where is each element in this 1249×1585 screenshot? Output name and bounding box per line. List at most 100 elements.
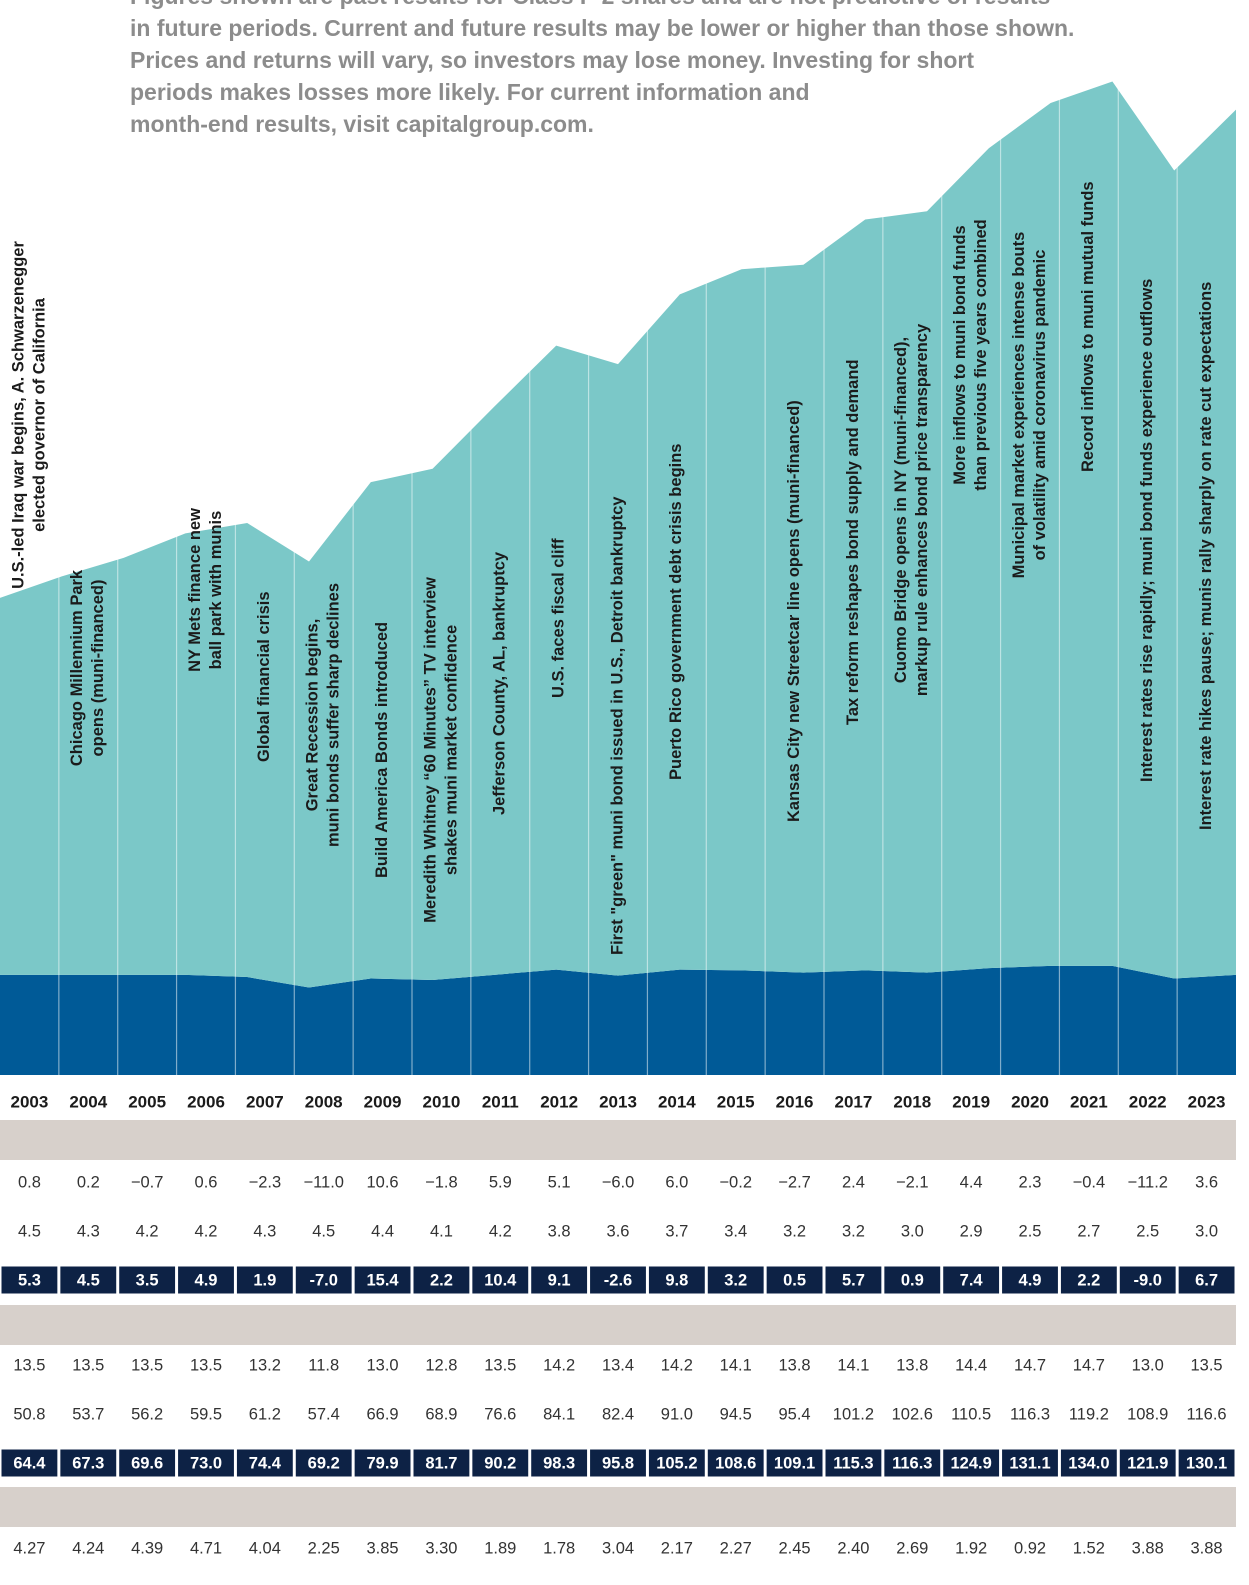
table-cell: 4.4 (371, 1222, 394, 1240)
table-cell: 98.3 (543, 1454, 575, 1472)
table-cell: 6.7 (1195, 1271, 1218, 1289)
table-cell: 3.2 (724, 1271, 747, 1289)
year-label: 2022 (1129, 1092, 1167, 1111)
highlight-cell (472, 1266, 529, 1294)
highlight-cell (943, 1266, 1000, 1294)
table-cell: 73.0 (190, 1454, 222, 1472)
table-cell: 68.9 (425, 1405, 457, 1423)
table-cell: 124.9 (950, 1454, 991, 1472)
year-label: 2006 (187, 1092, 225, 1111)
table-cell: 105.2 (656, 1454, 697, 1472)
year-label: 2018 (893, 1092, 931, 1111)
highlight-cell (1, 1266, 58, 1294)
table-cell: 5.9 (489, 1173, 512, 1191)
table-cell: 4.3 (77, 1222, 100, 1240)
annotation: Meredith Whitney “60 Minutes” TV intervi… (421, 577, 439, 923)
table-cell: 6.0 (665, 1173, 688, 1191)
highlight-cell (236, 1266, 293, 1294)
table-cell: 14.1 (837, 1356, 869, 1374)
highlight-cell (1002, 1449, 1058, 1477)
table-cell: 2.69 (896, 1539, 928, 1557)
table-cell: 0.2 (77, 1173, 100, 1191)
highlight-cell (943, 1449, 1000, 1477)
table-cell: 2.40 (837, 1539, 869, 1557)
highlight-cell (884, 1449, 941, 1477)
table-cell: 108.6 (715, 1454, 756, 1472)
highlight-cell (707, 1449, 764, 1477)
table-cell: 2.7 (1077, 1222, 1100, 1240)
table-cell: 4.5 (312, 1222, 335, 1240)
table-cell: 79.9 (367, 1454, 399, 1472)
table-cell: 116.3 (1010, 1405, 1050, 1423)
table-cell: 69.6 (131, 1454, 163, 1472)
table-cell: 7.4 (960, 1271, 984, 1289)
table-cell: 3.6 (1195, 1173, 1218, 1191)
table-cell: 94.5 (720, 1405, 752, 1423)
highlight-cell (766, 1449, 823, 1477)
table-cell: 3.85 (367, 1539, 399, 1557)
area-series (0, 81, 1236, 988)
table-cell: 1.52 (1073, 1539, 1105, 1557)
table-cell: 9.8 (665, 1271, 688, 1289)
table-cell: −0.7 (131, 1173, 164, 1191)
annotation: More inflows to muni bond funds (951, 225, 969, 484)
table-cell: 13.0 (367, 1356, 399, 1374)
year-label: 2014 (658, 1092, 696, 1111)
table-cell: 5.3 (18, 1271, 41, 1289)
table-cell: 4.39 (131, 1539, 163, 1557)
year-label: 2020 (1011, 1092, 1049, 1111)
annotation: Global financial crisis (255, 591, 273, 762)
annotation: Kansas City new Streetcar line opens (mu… (785, 400, 803, 822)
year-label: 2003 (11, 1092, 49, 1111)
highlight-cell (60, 1449, 117, 1477)
table-cell: 119.2 (1069, 1405, 1109, 1423)
table-cell: 2.27 (720, 1539, 752, 1557)
table-cell: 57.4 (308, 1405, 340, 1423)
table-cell: 14.7 (1073, 1356, 1105, 1374)
table-cell: 81.7 (425, 1454, 457, 1472)
highlight-cell (472, 1449, 529, 1477)
table-cell: 56.2 (131, 1405, 163, 1423)
table-cell: −2.3 (249, 1173, 282, 1191)
annotation: opens (muni-financed) (89, 580, 107, 757)
table-cell: −2.7 (778, 1173, 811, 1191)
annotation: Record inflows to muni mutual funds (1079, 181, 1097, 472)
year-label: 2016 (776, 1092, 814, 1111)
year-label: 2010 (423, 1092, 461, 1111)
table-cell: −2.1 (896, 1173, 929, 1191)
highlight-cell (1, 1449, 58, 1477)
table-cell: 10.4 (484, 1271, 517, 1289)
table-cell: 14.2 (543, 1356, 575, 1374)
table-cell: 116.6 (1187, 1405, 1227, 1423)
table-cell: 3.30 (425, 1539, 457, 1557)
table-cell: 102.6 (892, 1405, 933, 1423)
year-label: 2019 (952, 1092, 990, 1111)
table-cell: 13.8 (896, 1356, 928, 1374)
table-cell: 3.4 (724, 1222, 747, 1240)
table-cell: 53.7 (72, 1405, 104, 1423)
table-cell: 13.5 (190, 1356, 222, 1374)
annotation: markup rule enhances bond price transpar… (913, 323, 931, 696)
highlight-cell (825, 1449, 882, 1477)
table-cell: 110.5 (951, 1405, 991, 1423)
highlight-cell (354, 1266, 411, 1294)
table-cell: 2.4 (842, 1173, 865, 1191)
table-cell: 95.4 (779, 1405, 811, 1423)
table-cell: 14.1 (720, 1356, 752, 1374)
highlight-cell (1060, 1266, 1117, 1294)
highlight-cell (1178, 1266, 1235, 1294)
highlight-cell (413, 1266, 470, 1294)
table-cell: 13.5 (72, 1356, 104, 1374)
table-cell: 4.2 (195, 1222, 218, 1240)
table-cell: −6.0 (602, 1173, 635, 1191)
highlight-cell (119, 1266, 176, 1294)
table-cell: 2.45 (779, 1539, 811, 1557)
annotation: of volatility amid coronavirus pandemic (1031, 250, 1049, 561)
table-cell: 0.6 (195, 1173, 218, 1191)
table-cell: 95.8 (602, 1454, 634, 1472)
table-cell: 1.89 (484, 1539, 516, 1557)
annotation: Interest rates rise rapidly; muni bond f… (1138, 279, 1156, 782)
area-layer (0, 81, 1236, 1075)
highlight-cell (295, 1449, 352, 1477)
